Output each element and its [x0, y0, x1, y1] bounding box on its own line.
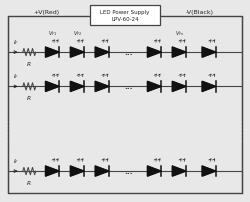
Text: LPV-60-24: LPV-60-24 — [111, 17, 139, 22]
Polygon shape — [95, 48, 109, 58]
Text: $V_{Fn}$: $V_{Fn}$ — [175, 29, 184, 38]
Polygon shape — [172, 82, 186, 92]
Bar — [90, 6, 160, 26]
Polygon shape — [148, 82, 161, 92]
Polygon shape — [46, 82, 59, 92]
Text: R: R — [27, 180, 31, 185]
Polygon shape — [95, 82, 109, 92]
Polygon shape — [148, 166, 161, 176]
Polygon shape — [202, 82, 216, 92]
Polygon shape — [70, 48, 84, 58]
Polygon shape — [46, 166, 59, 176]
Text: ...: ... — [124, 81, 133, 90]
Polygon shape — [70, 166, 84, 176]
Text: R: R — [27, 95, 31, 100]
Text: ...: ... — [124, 166, 133, 175]
Text: -V(Black): -V(Black) — [186, 10, 214, 15]
Polygon shape — [202, 48, 216, 58]
Text: $I_F$: $I_F$ — [13, 156, 19, 165]
Polygon shape — [95, 166, 109, 176]
Text: R: R — [27, 61, 31, 66]
Text: $V_{F1}$: $V_{F1}$ — [48, 29, 58, 38]
Polygon shape — [172, 48, 186, 58]
Text: $V_{F2}$: $V_{F2}$ — [73, 29, 82, 38]
Polygon shape — [70, 82, 84, 92]
Polygon shape — [46, 48, 59, 58]
Polygon shape — [148, 48, 161, 58]
Text: ...: ... — [124, 47, 133, 56]
Text: +V(Red): +V(Red) — [34, 10, 60, 15]
Text: $I_F$: $I_F$ — [13, 72, 19, 81]
Text: $I_F$: $I_F$ — [13, 38, 19, 46]
Polygon shape — [172, 166, 186, 176]
Polygon shape — [202, 166, 216, 176]
Text: LED Power Supply: LED Power Supply — [100, 10, 150, 15]
